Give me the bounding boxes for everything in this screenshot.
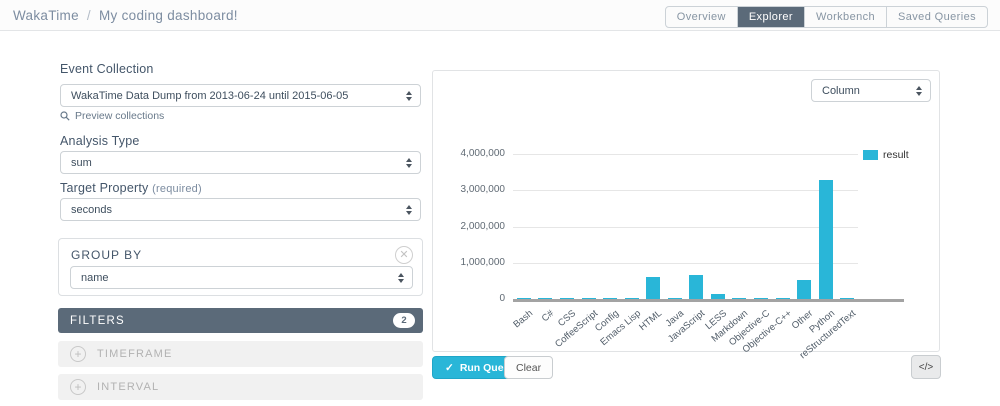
filters-count-badge: 2 bbox=[393, 313, 415, 328]
code-icon: </> bbox=[918, 361, 934, 373]
header-tab-group: Overview Explorer Workbench Saved Querie… bbox=[664, 6, 988, 28]
group-by-select[interactable]: name bbox=[70, 266, 413, 289]
bar-C#[interactable] bbox=[538, 298, 553, 299]
gridline bbox=[513, 226, 858, 228]
bar-Objective-C[interactable] bbox=[754, 298, 768, 299]
bar-CSS[interactable] bbox=[559, 298, 574, 299]
bar-Java[interactable] bbox=[667, 298, 682, 299]
bar-LESS[interactable] bbox=[710, 294, 725, 299]
bar-Other[interactable] bbox=[797, 280, 812, 299]
y-axis-label: 2,000,000 bbox=[460, 220, 506, 232]
y-axis-label: 1,000,000 bbox=[460, 256, 506, 268]
interval-section-header[interactable]: + INTERVAL bbox=[58, 374, 423, 400]
run-query-label: Run Query bbox=[459, 361, 514, 374]
top-header: WakaTime / My coding dashboard! Overview… bbox=[0, 0, 1000, 31]
interval-label: INTERVAL bbox=[97, 381, 160, 393]
tab-saved-queries[interactable]: Saved Queries bbox=[886, 7, 987, 27]
column-chart: 0 1,000,000 2,000,000 3,000,000 4,000,000 Bas… bbox=[433, 71, 941, 361]
group-by-label: GROUP BY bbox=[71, 248, 143, 262]
bar-Config[interactable] bbox=[603, 298, 617, 299]
bar-Objective-C++[interactable] bbox=[775, 298, 790, 299]
plus-icon: + bbox=[70, 346, 86, 362]
filters-label: FILTERS bbox=[70, 314, 125, 327]
tab-workbench[interactable]: Workbench bbox=[803, 7, 886, 27]
clear-button[interactable]: Clear bbox=[504, 356, 554, 379]
preview-collections-link[interactable]: Preview collections bbox=[60, 110, 164, 122]
bar-HTML[interactable] bbox=[646, 277, 661, 299]
y-axis-label: 0 bbox=[499, 293, 505, 304]
tab-explorer[interactable]: Explorer bbox=[736, 7, 804, 27]
y-axis-label: 3,000,000 bbox=[460, 184, 506, 196]
group-by-panel: GROUP BY ✕ name bbox=[58, 238, 423, 296]
event-collection-label: Event Collection bbox=[60, 62, 154, 76]
gridline bbox=[513, 154, 858, 155]
select-stepper-icon bbox=[406, 90, 412, 101]
chart-type-value: Column bbox=[822, 84, 860, 97]
select-stepper-icon bbox=[406, 157, 412, 168]
legend-series-name: result bbox=[883, 149, 909, 161]
select-stepper-icon bbox=[916, 85, 922, 96]
breadcrumb-separator: / bbox=[86, 8, 91, 23]
gridline bbox=[513, 262, 858, 264]
embed-code-button[interactable]: </> bbox=[911, 355, 941, 379]
gridline bbox=[513, 190, 858, 192]
chart-type-select[interactable]: Column bbox=[811, 79, 931, 102]
group-by-value: name bbox=[81, 271, 109, 284]
check-icon: ✓ bbox=[445, 361, 454, 374]
run-query-button[interactable]: ✓ Run Query bbox=[432, 356, 527, 379]
event-collection-select[interactable]: WakaTime Data Dump from 2013-06-24 until… bbox=[60, 84, 421, 107]
analysis-type-value: sum bbox=[71, 156, 92, 169]
target-property-value: seconds bbox=[71, 203, 112, 216]
target-property-label: Target Property (required) bbox=[60, 181, 202, 195]
chart-legend[interactable]: result bbox=[863, 149, 909, 161]
bar-reStructuredText[interactable] bbox=[840, 298, 855, 299]
analysis-type-select[interactable]: sum bbox=[60, 151, 421, 174]
breadcrumb: WakaTime / My coding dashboard! bbox=[13, 0, 238, 31]
brand-name[interactable]: WakaTime bbox=[13, 8, 79, 23]
bar-Python[interactable] bbox=[818, 180, 833, 299]
timeframe-label: TIMEFRAME bbox=[97, 348, 173, 360]
tab-overview[interactable]: Overview bbox=[676, 11, 726, 23]
required-hint: (required) bbox=[152, 183, 202, 195]
select-stepper-icon bbox=[406, 204, 412, 215]
bar-JavaScript[interactable] bbox=[689, 275, 704, 299]
legend-swatch bbox=[863, 150, 878, 160]
dashboard-title: My coding dashboard! bbox=[98, 8, 238, 23]
close-icon[interactable]: ✕ bbox=[395, 246, 413, 264]
analysis-type-label: Analysis Type bbox=[60, 134, 140, 148]
x-axis-line bbox=[513, 299, 904, 302]
select-stepper-icon bbox=[398, 272, 404, 283]
search-icon bbox=[60, 111, 70, 121]
bar-Bash[interactable] bbox=[516, 298, 531, 299]
event-collection-value: WakaTime Data Dump from 2013-06-24 until… bbox=[71, 89, 349, 102]
target-property-select[interactable]: seconds bbox=[60, 198, 421, 221]
x-axis-label: C# bbox=[539, 308, 557, 325]
plus-icon: + bbox=[70, 379, 86, 395]
y-axis-label: 4,000,000 bbox=[460, 148, 506, 159]
x-axis-label: HTML bbox=[637, 308, 665, 334]
clear-label: Clear bbox=[516, 361, 542, 374]
bar-Markdown[interactable] bbox=[732, 298, 747, 299]
chart-panel: Column result 0 1,000,000 2,000,000 3,000,0… bbox=[432, 70, 941, 361]
bar-CoffeeScript[interactable] bbox=[581, 298, 596, 299]
filters-section-header[interactable]: FILTERS 2 bbox=[58, 308, 423, 333]
bar-Emacs Lisp[interactable] bbox=[624, 298, 639, 299]
x-axis-label: Bash bbox=[511, 308, 535, 331]
preview-collections-label: Preview collections bbox=[75, 110, 165, 122]
timeframe-section-header[interactable]: + TIMEFRAME bbox=[58, 341, 423, 367]
